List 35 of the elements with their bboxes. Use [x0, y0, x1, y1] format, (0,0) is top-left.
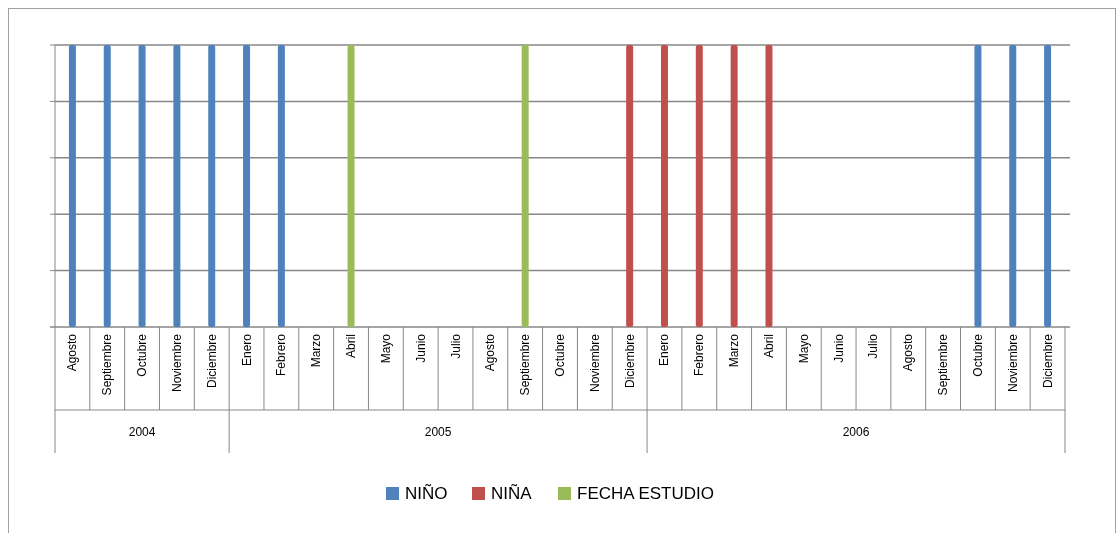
x-tick-label: Septiembre — [100, 333, 115, 396]
x-tick-label: Febrero — [274, 333, 289, 377]
x-tick-label: Mayo — [796, 333, 811, 364]
x-tick-label: Enero — [239, 333, 254, 367]
x-tick-label: Agosto — [483, 333, 498, 372]
x-tick-label: Septiembre — [518, 333, 533, 396]
text: 2005 — [424, 425, 452, 439]
legend-label: FECHA ESTUDIO — [577, 484, 714, 503]
x-tick-label: Septiembre — [936, 333, 951, 396]
text: 2006 — [842, 425, 870, 439]
x-tick-label: Junio — [831, 333, 846, 363]
x-tick-label: Mayo — [378, 333, 393, 364]
x-tick-label: Octubre — [135, 333, 150, 377]
x-tick-label: Diciembre — [204, 333, 219, 389]
x-tick-label: Julio — [448, 333, 463, 359]
x-tick-label: Abril — [761, 334, 776, 359]
x-tick-label: Octubre — [553, 333, 567, 377]
text: 2004 — [128, 425, 156, 439]
x-tick-label: Noviembre — [1005, 333, 1020, 393]
x-tick-label: Diciembre — [1040, 333, 1055, 389]
legend-label: NIÑA — [491, 484, 533, 503]
x-tick-label: Julio — [866, 333, 881, 359]
x-tick-label: Abril — [344, 334, 359, 359]
x-tick-label: Marzo — [309, 333, 324, 368]
x-tick-label: Diciembre — [622, 333, 637, 389]
x-tick-label: Agosto — [901, 333, 916, 372]
legend-label: NIÑO — [405, 484, 448, 503]
x-tick-label: Junio — [413, 333, 428, 363]
x-tick-label: Agosto — [65, 333, 80, 372]
x-tick-label: Noviembre — [587, 333, 602, 393]
x-tick-label: Febrero — [692, 333, 707, 377]
x-tick-label: Octubre — [970, 333, 985, 377]
x-tick-label: Noviembre — [169, 333, 184, 393]
x-tick-label: Marzo — [727, 333, 742, 368]
x-tick-label: Enero — [657, 333, 672, 367]
